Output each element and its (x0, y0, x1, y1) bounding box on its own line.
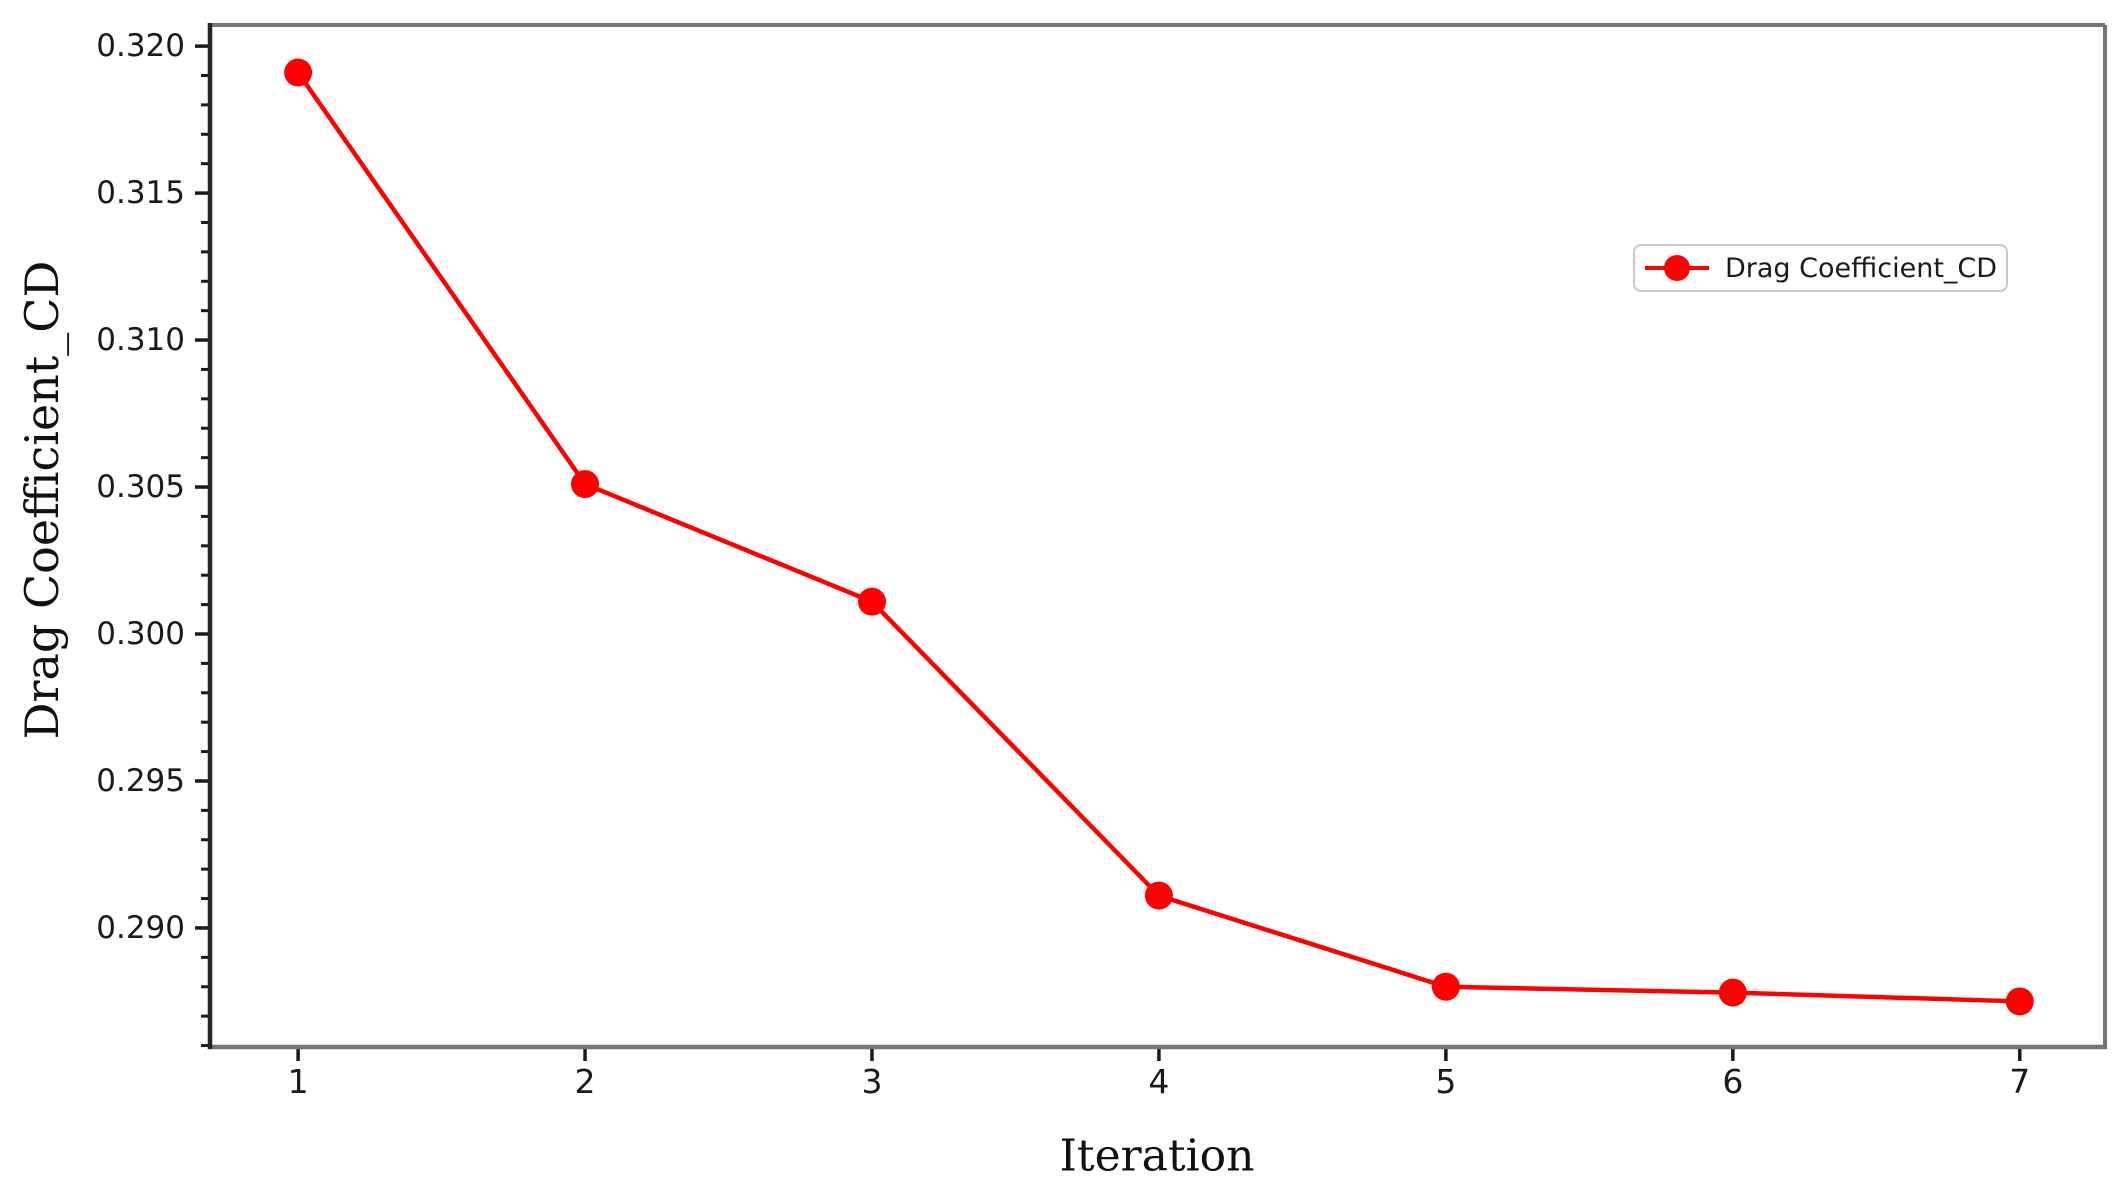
x-tick-label: 2 (575, 1062, 596, 1101)
x-tick-label: 4 (1148, 1062, 1169, 1101)
y-tick-label: 0.315 (96, 175, 185, 211)
x-tick-label: 1 (288, 1062, 309, 1101)
data-point-marker (1718, 978, 1747, 1007)
y-tick-label: 0.320 (96, 28, 185, 64)
data-point-marker (1144, 881, 1173, 910)
x-axis-label: Iteration (1059, 1130, 1255, 1182)
x-tick-label: 3 (861, 1062, 882, 1101)
y-axis-label: Drag Coefficient_CD (15, 260, 69, 740)
data-point-marker (1431, 972, 1460, 1001)
y-tick-label: 0.300 (96, 616, 185, 652)
legend-line-marker-icon (1645, 255, 1709, 281)
data-point-marker (571, 470, 600, 499)
data-line (296, 71, 2020, 1004)
y-tick-label: 0.295 (96, 763, 185, 799)
legend: Drag Coefficient_CD (1633, 244, 2008, 292)
y-tick-label: 0.290 (96, 910, 185, 946)
y-tick-label: 0.310 (96, 322, 185, 358)
data-point-marker (284, 58, 313, 87)
x-tick-label: 5 (1435, 1062, 1456, 1101)
x-tick-label: 7 (2009, 1062, 2030, 1101)
legend-label: Drag Coefficient_CD (1725, 252, 1998, 284)
data-point-marker (857, 587, 886, 616)
data-point-marker (2005, 987, 2034, 1016)
y-tick-label: 0.305 (96, 469, 185, 505)
x-tick-label: 6 (1722, 1062, 1743, 1101)
